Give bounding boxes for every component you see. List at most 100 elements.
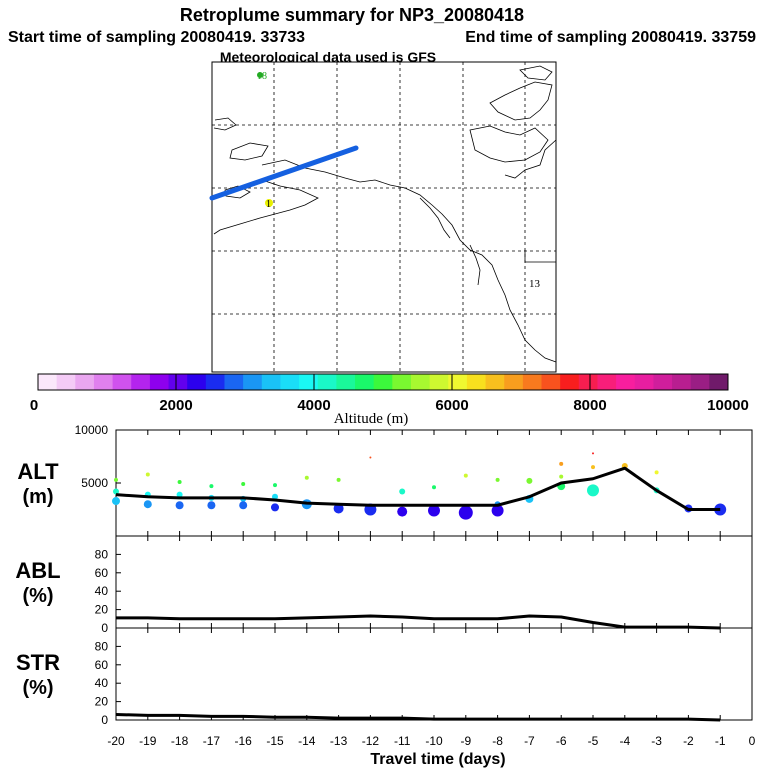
x-tick-label: -1 [715,734,726,748]
colorbar-cell [672,374,692,390]
panel-ylabel: STR (%) [16,650,60,699]
x-tick-label: -17 [203,734,221,748]
panel-ylabel-line: (%) [22,585,53,607]
panel-ylabel-line: ALT [17,459,59,484]
y-tick-label: 60 [95,566,109,580]
particle-marker [239,501,248,510]
particle-marker [175,501,184,510]
panel-ylabel-line: ABL [15,558,60,583]
colorbar-cell [280,374,300,390]
colorbar-tick-label: 8000 [573,397,606,414]
particle-marker [397,506,408,517]
colorbar-cell [690,374,710,390]
particle-marker [114,477,118,482]
colorbar-tick-label: 4000 [297,397,330,414]
x-tick-label: -10 [425,734,443,748]
panel-ylabel: ABL (%) [15,558,60,607]
particle-marker [526,477,533,484]
y-tick-label: 80 [95,639,109,653]
x-tick-label: -14 [298,734,316,748]
x-tick-label: -18 [171,734,189,748]
altitude-colorbar: 0 2000 4000 6000 8000 10000 Altitude (m) [30,373,749,427]
colorbar-cell [168,374,188,390]
colorbar-cell [448,374,468,390]
colorbar-cell [224,374,244,390]
particle-marker [209,484,214,489]
panel-frame [115,627,753,721]
colorbar-cell [373,374,393,390]
panel-ylabel-line: (%) [22,677,53,699]
colorbar-cell [261,374,281,390]
colorbar-cell [149,374,170,390]
y-tick-label: 10000 [75,423,109,437]
y-tick-label: 80 [95,547,109,561]
colorbar-label: Altitude (m) [334,411,409,427]
colorbar-cell [541,374,561,390]
particle-marker [458,505,473,520]
colorbar-cell [243,374,263,390]
particle-marker [177,479,182,484]
particle-marker [143,500,152,509]
y-tick-label: 20 [95,603,109,617]
colorbar-cell [75,374,95,390]
panel-abl: 80 60 40 20 0 ABL (%) [15,535,753,635]
colorbar-cell [504,374,524,390]
series-line-abl [116,614,721,630]
colorbar-ticks: 0 2000 4000 6000 8000 10000 [30,374,749,414]
particle-marker [336,477,341,482]
x-axis-label: Travel time (days) [370,751,505,768]
day-1-marker [265,199,273,207]
retroplume-track [209,145,359,201]
colorbar-cell [429,374,449,390]
y-tick-label: 20 [95,695,109,709]
particle-marker [399,488,406,495]
colorbar-cell [522,374,543,390]
colorbar-cell [112,374,132,390]
x-tick-label: -2 [683,734,694,748]
colorbar-cell [616,374,636,390]
particle-marker [113,488,119,495]
particle-marker [428,504,440,517]
particle-marker [145,472,150,477]
end-time-label: End time of sampling 20080419. 33759 [465,29,756,46]
colorbar-cell [634,374,654,390]
colorbar-cell [597,374,617,390]
x-tick-label: -7 [524,734,535,748]
panel-ylabel-line: STR [16,650,60,675]
map-coastlines [213,65,557,363]
particle-marker [495,477,500,482]
colorbar-cell [709,374,729,390]
panel-frame [115,429,753,537]
colorbar-cell [560,374,580,390]
x-tick-label: -3 [651,734,662,748]
colorbar-cells [38,374,729,390]
particle-marker [432,485,436,490]
particle-marker [491,504,504,517]
x-tick-label: -20 [107,734,125,748]
panel-frame [115,535,753,629]
panel-ylabel: ALT (m) [17,459,59,508]
met-data-label: Meteorological data used is GFS [220,49,436,65]
particle-marker [587,484,599,497]
y-tick-label: 5000 [81,476,108,490]
colorbar-cell [410,374,431,390]
particle-marker [369,456,372,459]
day-18-marker [257,72,263,78]
particle-marker [333,503,344,514]
x-tick-label: -6 [556,734,567,748]
particle-marker [463,473,468,478]
particle-marker [591,465,595,470]
particle-marker [207,501,216,510]
particle-marker [112,497,120,506]
colorbar-cell [336,374,356,390]
colorbar-tick-label: 10000 [707,397,749,414]
colorbar-cell [187,374,207,390]
colorbar-tick-label: 0 [30,397,38,414]
colorbar-cell [653,374,673,390]
particle-marker [592,452,594,455]
map-graticule [212,62,556,372]
y-tick-label: 0 [101,621,108,635]
